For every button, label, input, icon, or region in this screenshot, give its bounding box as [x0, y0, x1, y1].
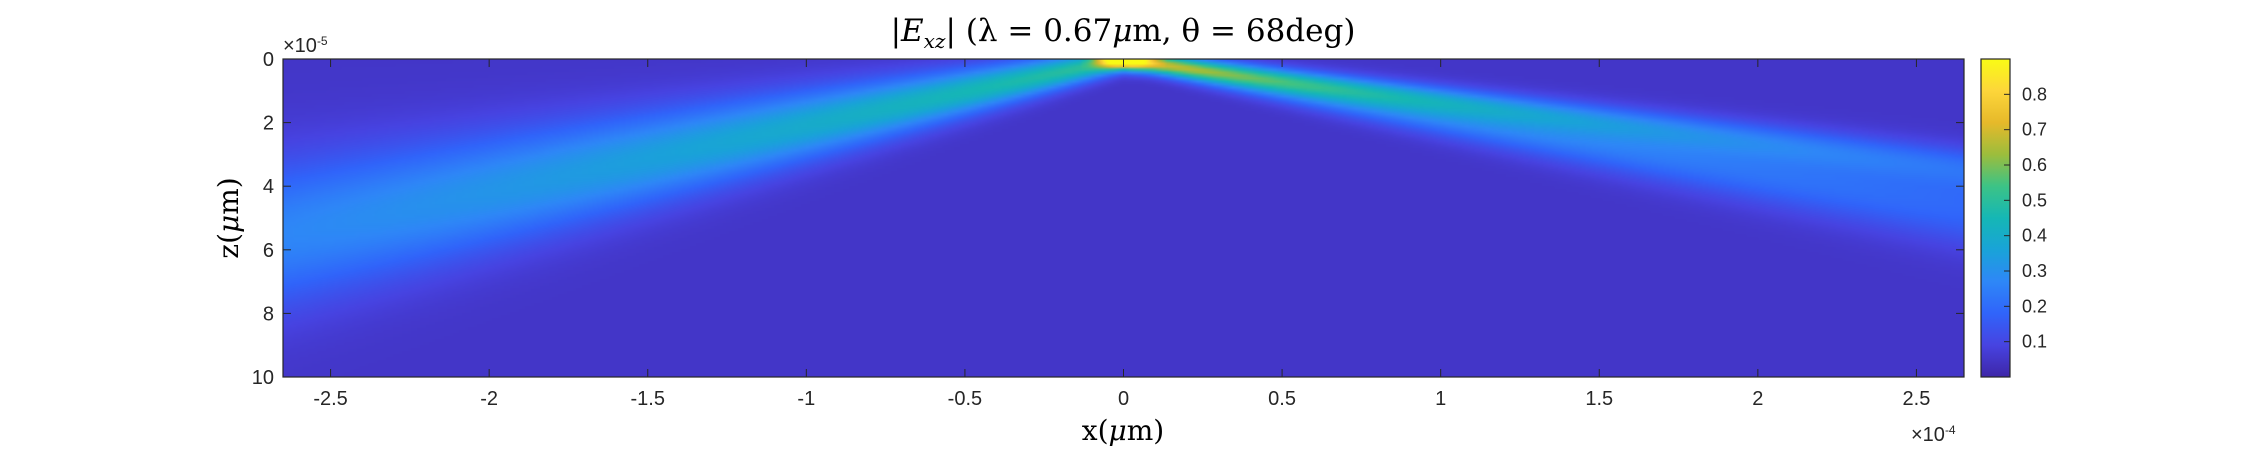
colorbar-tick-label: 0.3 — [2022, 261, 2047, 281]
colorbar: 0.1 0.2 0.3 0.4 0.5 0.6 0.7 0.8 — [1980, 58, 2047, 378]
x-tick-label: 1 — [1435, 388, 1446, 410]
colorbar-tick-label: 0.6 — [2022, 155, 2047, 175]
y-tick-label: 2 — [263, 113, 274, 135]
x-axis-label: x(μm) — [1082, 414, 1164, 447]
x-tick-label: 0.5 — [1268, 388, 1296, 410]
plot-axes: -2.5 -2 -1.5 -1 -0.5 0 0.5 1 1.5 2 2.5 0 2 4 6 8 10 — [252, 49, 1965, 410]
y-axis: 0 2 4 6 8 10 — [252, 49, 1964, 389]
x-axis: -2.5 -2 -1.5 -1 -0.5 0 0.5 1 1.5 2 2.5 — [313, 59, 1930, 410]
y-tick-label: 8 — [263, 303, 274, 325]
x-tick-label: 0 — [1118, 388, 1129, 410]
x-exponent-label: ×10-4 — [1911, 423, 1956, 446]
colorbar-tick-label: 0.7 — [2022, 120, 2047, 140]
colorbar-tick-label: 0.8 — [2022, 84, 2047, 104]
heatmap-image — [283, 59, 1964, 377]
y-axis-label: z(μm) — [212, 177, 245, 258]
colorbar-tick-label: 0.2 — [2022, 296, 2047, 316]
y-tick-label: 10 — [252, 367, 274, 389]
chart-title: |Exz| (λ = 0.67μm, θ = 68deg) — [891, 13, 1356, 53]
x-tick-label: -2 — [480, 388, 498, 410]
x-tick-label: -0.5 — [948, 388, 982, 410]
y-exponent-label: ×10-5 — [283, 34, 328, 57]
x-tick-label: -1 — [797, 388, 815, 410]
x-tick-label: -1.5 — [631, 388, 665, 410]
colorbar-tick-label: 0.1 — [2022, 332, 2047, 352]
x-tick-label: 2.5 — [1903, 388, 1931, 410]
colorbar-tick-label: 0.4 — [2022, 226, 2047, 246]
x-tick-label: 1.5 — [1585, 388, 1613, 410]
y-tick-label: 6 — [263, 240, 274, 262]
x-tick-label: -2.5 — [313, 388, 347, 410]
colorbar-tick-label: 0.5 — [2022, 190, 2047, 210]
y-tick-label: 4 — [263, 176, 274, 198]
colorbar-ticks: 0.1 0.2 0.3 0.4 0.5 0.6 0.7 0.8 — [2004, 84, 2047, 352]
y-tick-label: 0 — [263, 49, 274, 71]
x-tick-label: 2 — [1752, 388, 1763, 410]
colorbar-gradient — [1980, 58, 2011, 378]
